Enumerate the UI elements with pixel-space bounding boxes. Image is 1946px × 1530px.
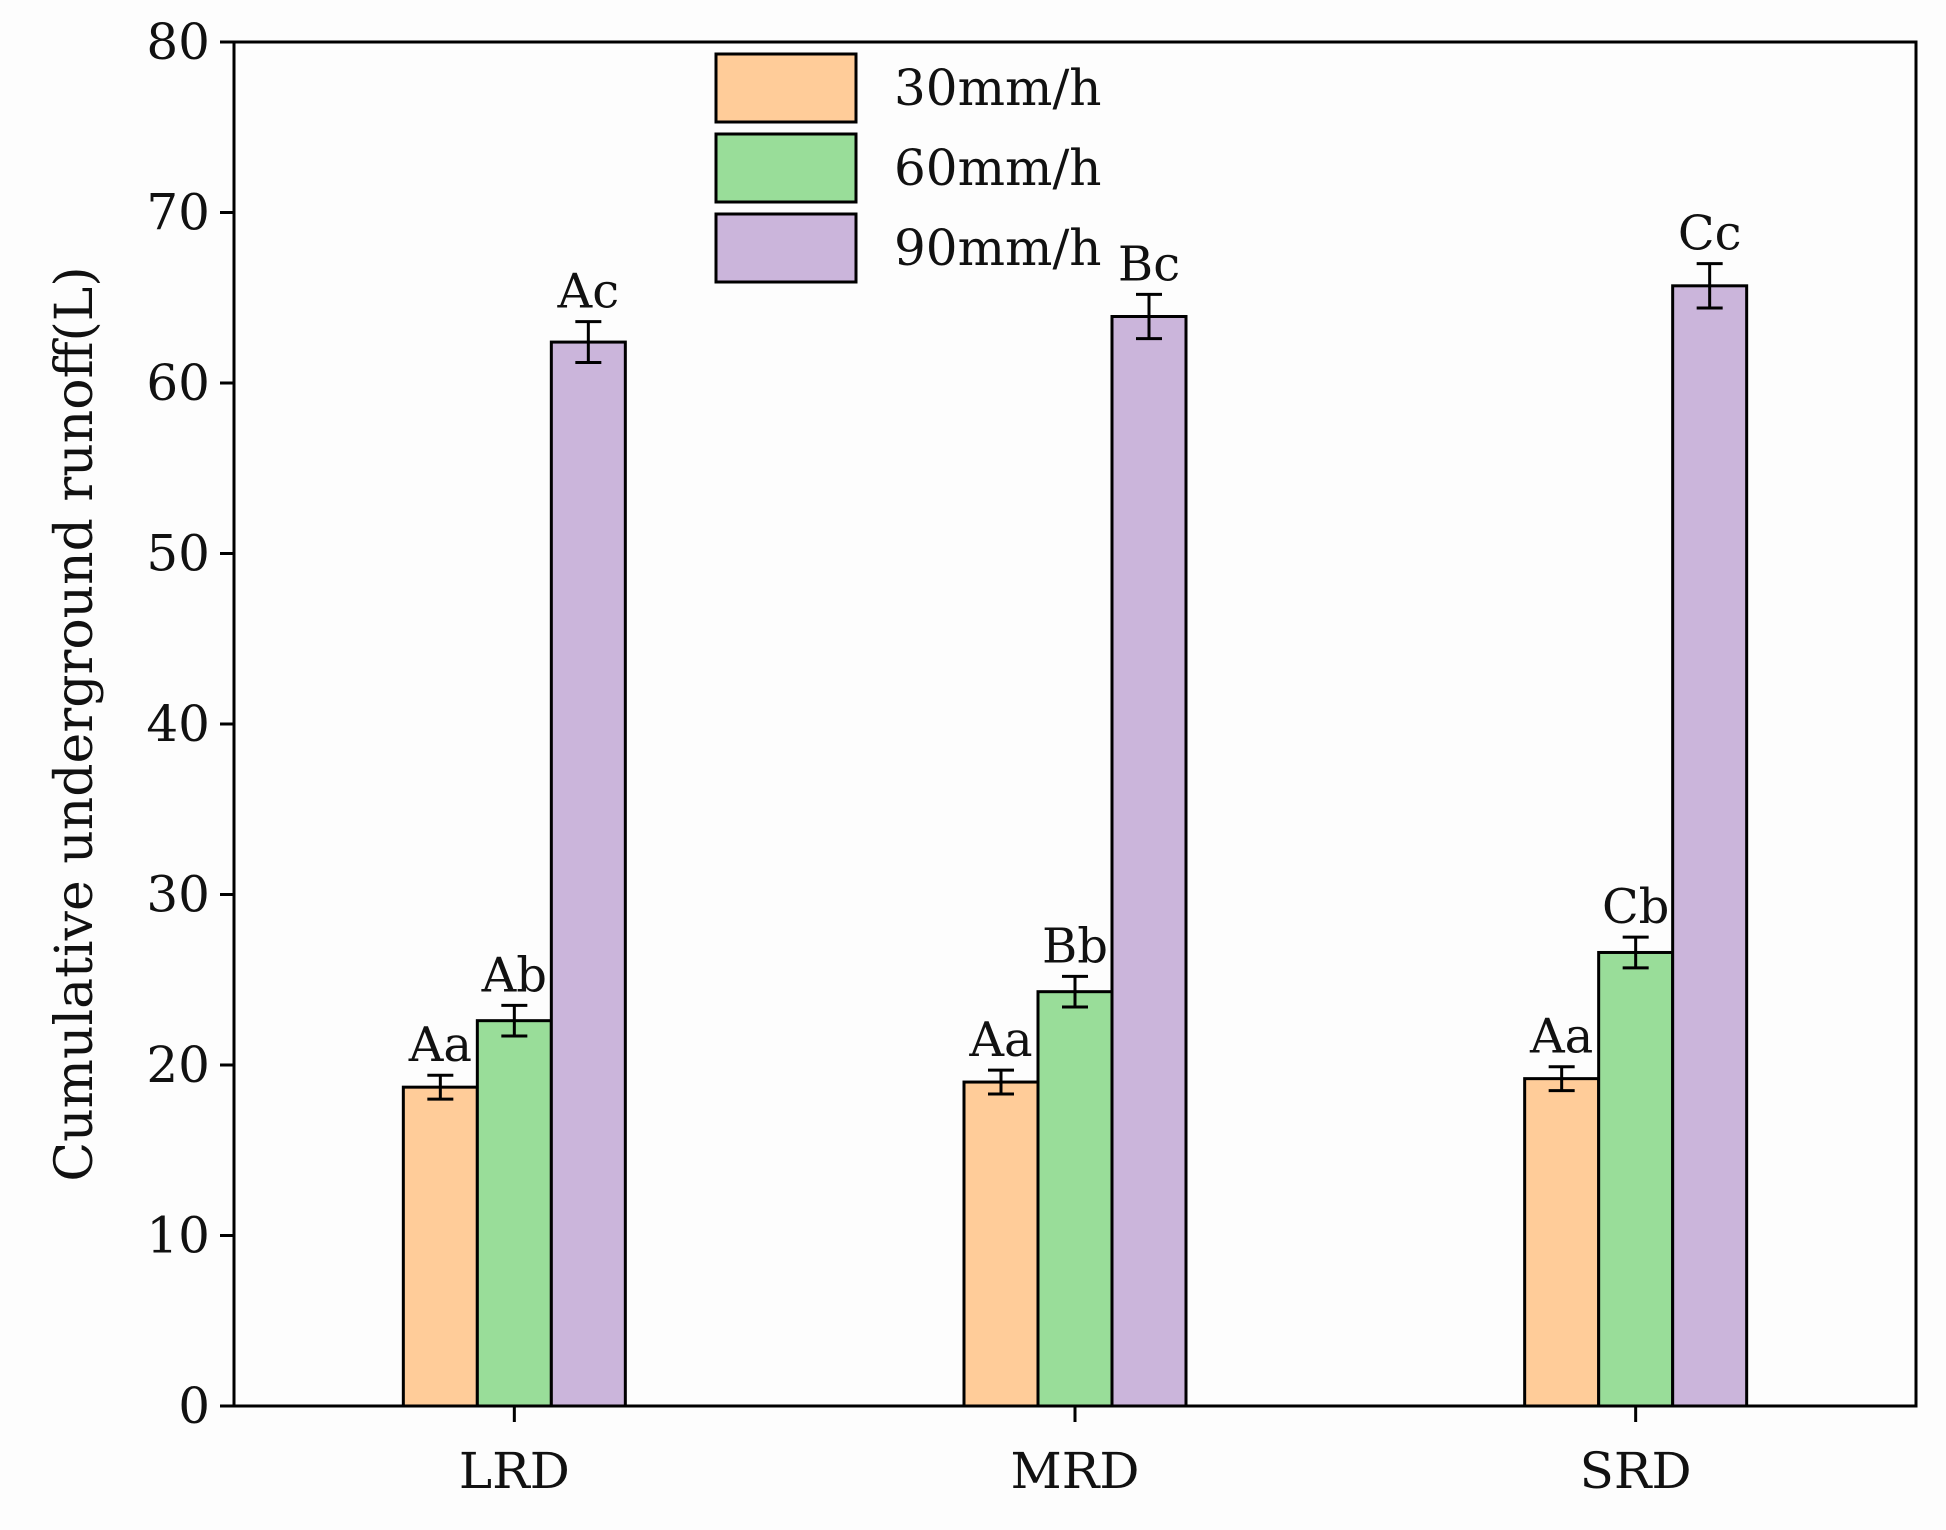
significance-label-lrd-60mmh: Ab [481,947,547,1003]
bar-srd-30mmh [1523,1077,1601,1408]
bar-lrd-60mmh [475,1019,553,1408]
significance-label-mrd-30mmh: Aa [968,1012,1032,1068]
bar-mrd-30mmh [962,1080,1040,1408]
y-axis: 0 10 20 30 40 50 60 70 80 [146,13,234,1435]
legend-label-90mmh: 90mm/h [894,219,1102,277]
x-tick-label-lrd: LRD [459,1442,570,1500]
error-bars-layer [427,262,1723,1101]
bar-mrd-60mmh [1036,990,1114,1408]
legend-swatch-60mmh [714,132,858,204]
y-axis-title: Cumulative underground runoff(L) [45,266,105,1181]
legend-label-60mmh: 60mm/h [894,139,1102,197]
y-tick-label-70: 70 [146,184,210,242]
significance-label-mrd-60mmh: Bb [1042,918,1108,974]
legend-swatch-30mmh [714,52,858,124]
y-tick-label-30: 30 [146,866,210,924]
significance-label-lrd-30mmh: Aa [408,1017,472,1073]
significance-label-srd-60mmh: Cb [1602,879,1669,935]
y-tick-label-20: 20 [146,1036,210,1094]
bar-lrd-90mmh [549,340,627,1408]
legend-swatch-90mmh [714,212,858,284]
bar-mrd-90mmh [1110,315,1188,1408]
bar-srd-60mmh [1597,950,1675,1408]
bars-layer [401,284,1749,1408]
x-tick-label-srd: SRD [1580,1442,1692,1500]
significance-label-mrd-90mmh: Bc [1118,236,1180,292]
bar-srd-90mmh [1671,284,1749,1408]
legend-label-30mmh: 30mm/h [894,59,1102,117]
bar-lrd-30mmh [401,1085,479,1408]
y-tick-label-60: 60 [146,354,210,412]
y-tick-label-50: 50 [146,525,210,583]
significance-label-srd-90mmh: Cc [1678,206,1742,262]
legend: 30mm/h 60mm/h 90mm/h [714,52,1102,284]
y-tick-label-10: 10 [146,1207,210,1265]
y-tick-label-80: 80 [146,13,210,71]
y-tick-label-0: 0 [178,1377,210,1435]
y-tick-label-40: 40 [146,695,210,753]
x-tick-label-mrd: MRD [1011,1442,1140,1500]
significance-label-srd-30mmh: Aa [1529,1009,1593,1065]
x-axis: LRD MRD SRD [459,1406,1692,1500]
significance-label-lrd-90mmh: Ac [557,264,620,320]
